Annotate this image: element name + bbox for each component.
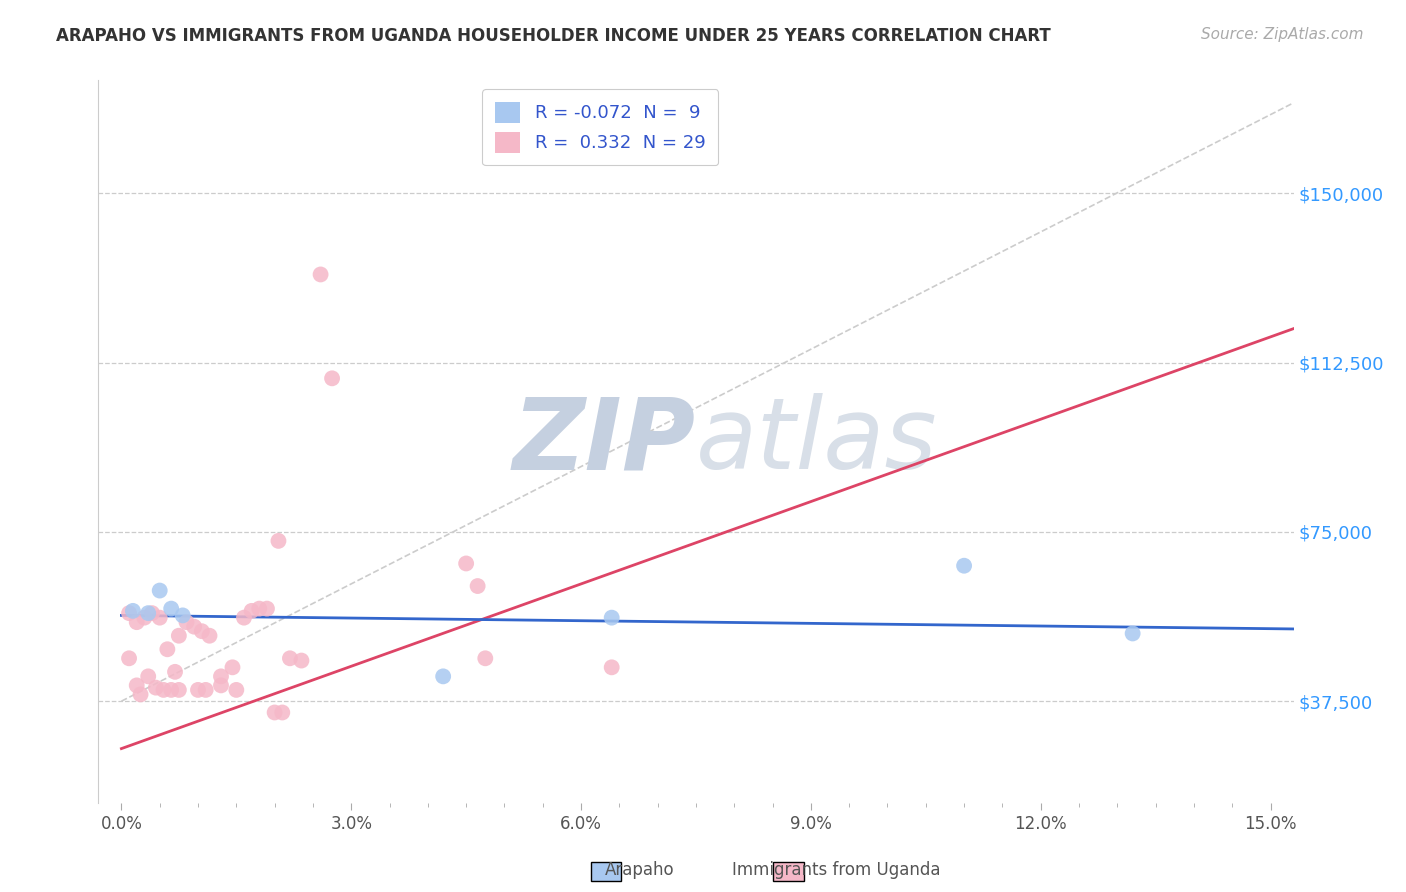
Point — [600, 610, 623, 624]
Point — [233, 610, 256, 624]
Point — [176, 615, 198, 630]
Text: ZIP: ZIP — [513, 393, 696, 490]
Point — [172, 608, 194, 623]
Point — [456, 557, 478, 571]
Point — [209, 678, 232, 692]
Point — [256, 601, 278, 615]
Point — [136, 606, 159, 620]
Point — [163, 665, 186, 679]
Point — [125, 678, 148, 692]
Point — [118, 651, 141, 665]
Legend: R = -0.072  N =  9, R =  0.332  N = 29: R = -0.072 N = 9, R = 0.332 N = 29 — [482, 89, 718, 165]
Point — [167, 629, 190, 643]
Point — [240, 604, 263, 618]
Point — [209, 669, 232, 683]
Point — [263, 706, 285, 720]
Point — [221, 660, 243, 674]
Point — [160, 682, 183, 697]
Point — [247, 601, 270, 615]
Point — [183, 620, 205, 634]
Point — [267, 533, 290, 548]
Point — [149, 610, 172, 624]
Point — [194, 682, 217, 697]
Text: atlas: atlas — [696, 393, 938, 490]
Point — [271, 706, 294, 720]
Point — [167, 682, 190, 697]
Point — [1122, 626, 1144, 640]
Point — [134, 610, 156, 624]
Point — [187, 682, 209, 697]
Point — [118, 606, 141, 620]
Text: Immigrants from Uganda: Immigrants from Uganda — [733, 861, 941, 879]
Point — [125, 615, 148, 630]
Point — [156, 642, 179, 657]
Text: Arapaho: Arapaho — [605, 861, 675, 879]
Point — [474, 651, 496, 665]
Point — [290, 654, 312, 668]
Point — [278, 651, 301, 665]
Point — [321, 371, 343, 385]
Point — [152, 682, 174, 697]
Point — [191, 624, 214, 639]
Text: ARAPAHO VS IMMIGRANTS FROM UGANDA HOUSEHOLDER INCOME UNDER 25 YEARS CORRELATION : ARAPAHO VS IMMIGRANTS FROM UGANDA HOUSEH… — [56, 27, 1052, 45]
Point — [136, 669, 159, 683]
Point — [467, 579, 489, 593]
Point — [145, 681, 167, 695]
Point — [129, 687, 152, 701]
Text: Source: ZipAtlas.com: Source: ZipAtlas.com — [1201, 27, 1364, 42]
Point — [432, 669, 454, 683]
Point — [149, 583, 172, 598]
Point — [160, 601, 183, 615]
Point — [600, 660, 623, 674]
Point — [122, 604, 145, 618]
Point — [225, 682, 247, 697]
Point — [953, 558, 976, 573]
Point — [141, 606, 163, 620]
Point — [198, 629, 221, 643]
Point — [309, 268, 332, 282]
